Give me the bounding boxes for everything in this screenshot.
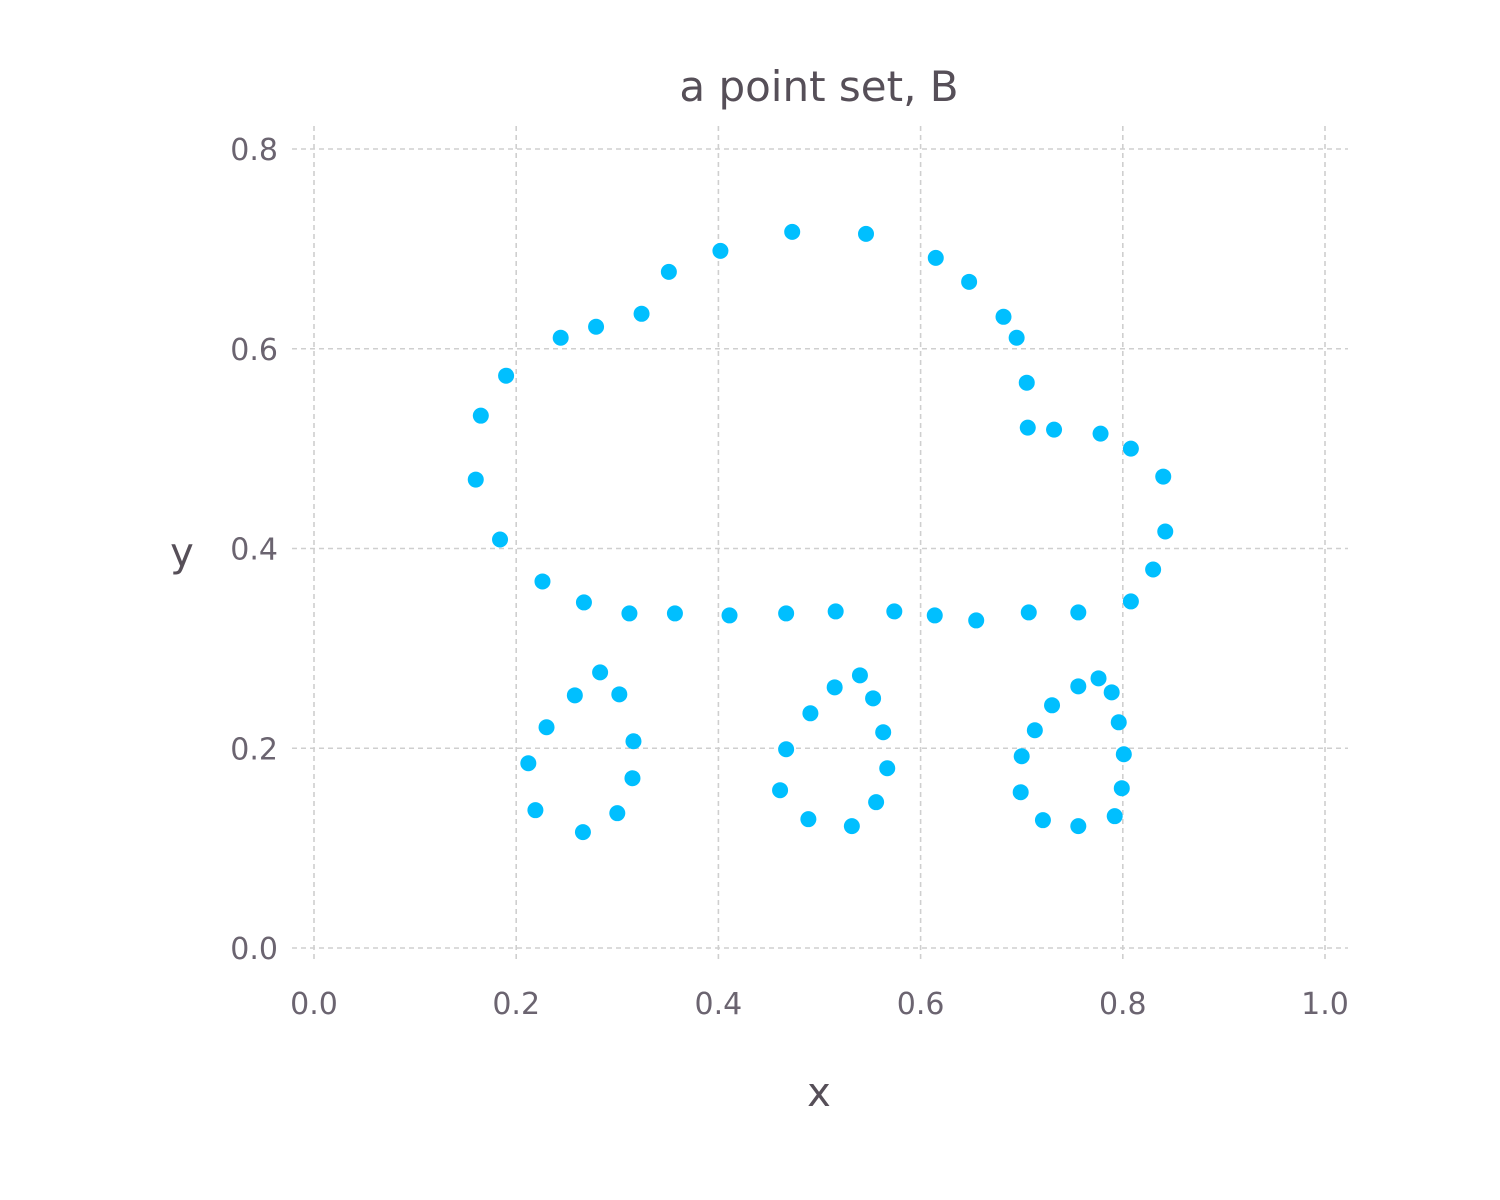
data-point [592,664,609,681]
data-point [886,603,903,620]
data-point [868,794,885,811]
data-point [1013,748,1030,765]
data-point [566,687,583,704]
data-point [712,242,729,259]
data-point [1103,684,1120,701]
x-axis-label: x [807,1070,831,1116]
y-tick-label: 0.0 [230,932,278,967]
data-point [1157,523,1174,540]
data-point [865,690,882,707]
data-point [784,223,801,240]
data-point [633,305,650,322]
data-point [1145,561,1162,578]
data-point [492,531,509,548]
data-point [995,308,1012,325]
data-point [1110,714,1127,731]
data-point [778,741,795,758]
data-point [660,263,677,280]
data-point [843,818,860,835]
data-point [1122,593,1139,610]
data-point [1019,419,1036,436]
data-point [851,667,868,684]
y-tick-label: 0.6 [230,333,278,368]
data-point [827,603,844,620]
data-point [1046,421,1063,438]
data-point [1020,604,1037,621]
data-point [1034,812,1051,829]
data-point [621,605,638,622]
data-point [772,782,789,799]
data-point [552,329,569,346]
y-tick-label: 0.8 [230,133,278,168]
data-point [721,607,738,624]
data-point [624,770,641,787]
data-point [1106,808,1123,825]
data-point [1044,697,1061,714]
data-point [520,755,537,772]
grid-lines [292,126,1348,960]
data-point [467,471,484,488]
data-point [1092,425,1109,442]
data-point [1155,468,1172,485]
data-point [1113,780,1130,797]
data-point [575,594,592,611]
data-point [1115,746,1132,763]
x-tick-label: 0.6 [897,987,945,1022]
chart-title: a point set, B [679,62,958,111]
x-tick-label: 0.0 [290,987,338,1022]
data-point [1008,329,1025,346]
x-tick-label: 1.0 [1301,987,1349,1022]
x-tick-label: 0.4 [695,987,743,1022]
y-tick-label: 0.4 [230,533,278,568]
tick-labels: 0.0 0.2 0.4 0.6 0.8 1.0 0.0 0.2 0.4 0.6 0.8 [230,133,1349,1022]
y-axis-label: y [170,530,194,576]
data-point [609,805,626,822]
data-point [538,719,555,736]
data-point [1070,818,1087,835]
x-tick-label: 0.2 [492,987,540,1022]
data-points [467,223,1174,841]
data-point [534,573,551,590]
data-point [1026,722,1043,739]
data-point [875,724,892,741]
data-point [1070,604,1087,621]
data-point [1018,374,1035,391]
data-point [588,318,605,335]
data-point [926,607,943,624]
data-point [961,273,978,290]
data-point [574,824,591,841]
data-point [498,367,515,384]
data-point [666,605,683,622]
data-point [800,811,817,828]
data-point [802,705,819,722]
data-point [1070,678,1087,695]
data-point [826,679,843,696]
y-tick-label: 0.2 [230,732,278,767]
data-point [472,407,489,424]
data-point [879,760,896,777]
data-point [611,686,628,703]
data-point [1012,784,1029,801]
data-point [625,733,642,750]
data-point [927,249,944,266]
x-tick-label: 0.8 [1099,987,1147,1022]
data-point [1090,670,1107,687]
data-point [527,802,544,819]
data-point [858,225,875,242]
data-point [968,612,985,629]
data-point [778,605,795,622]
data-point [1122,440,1139,457]
